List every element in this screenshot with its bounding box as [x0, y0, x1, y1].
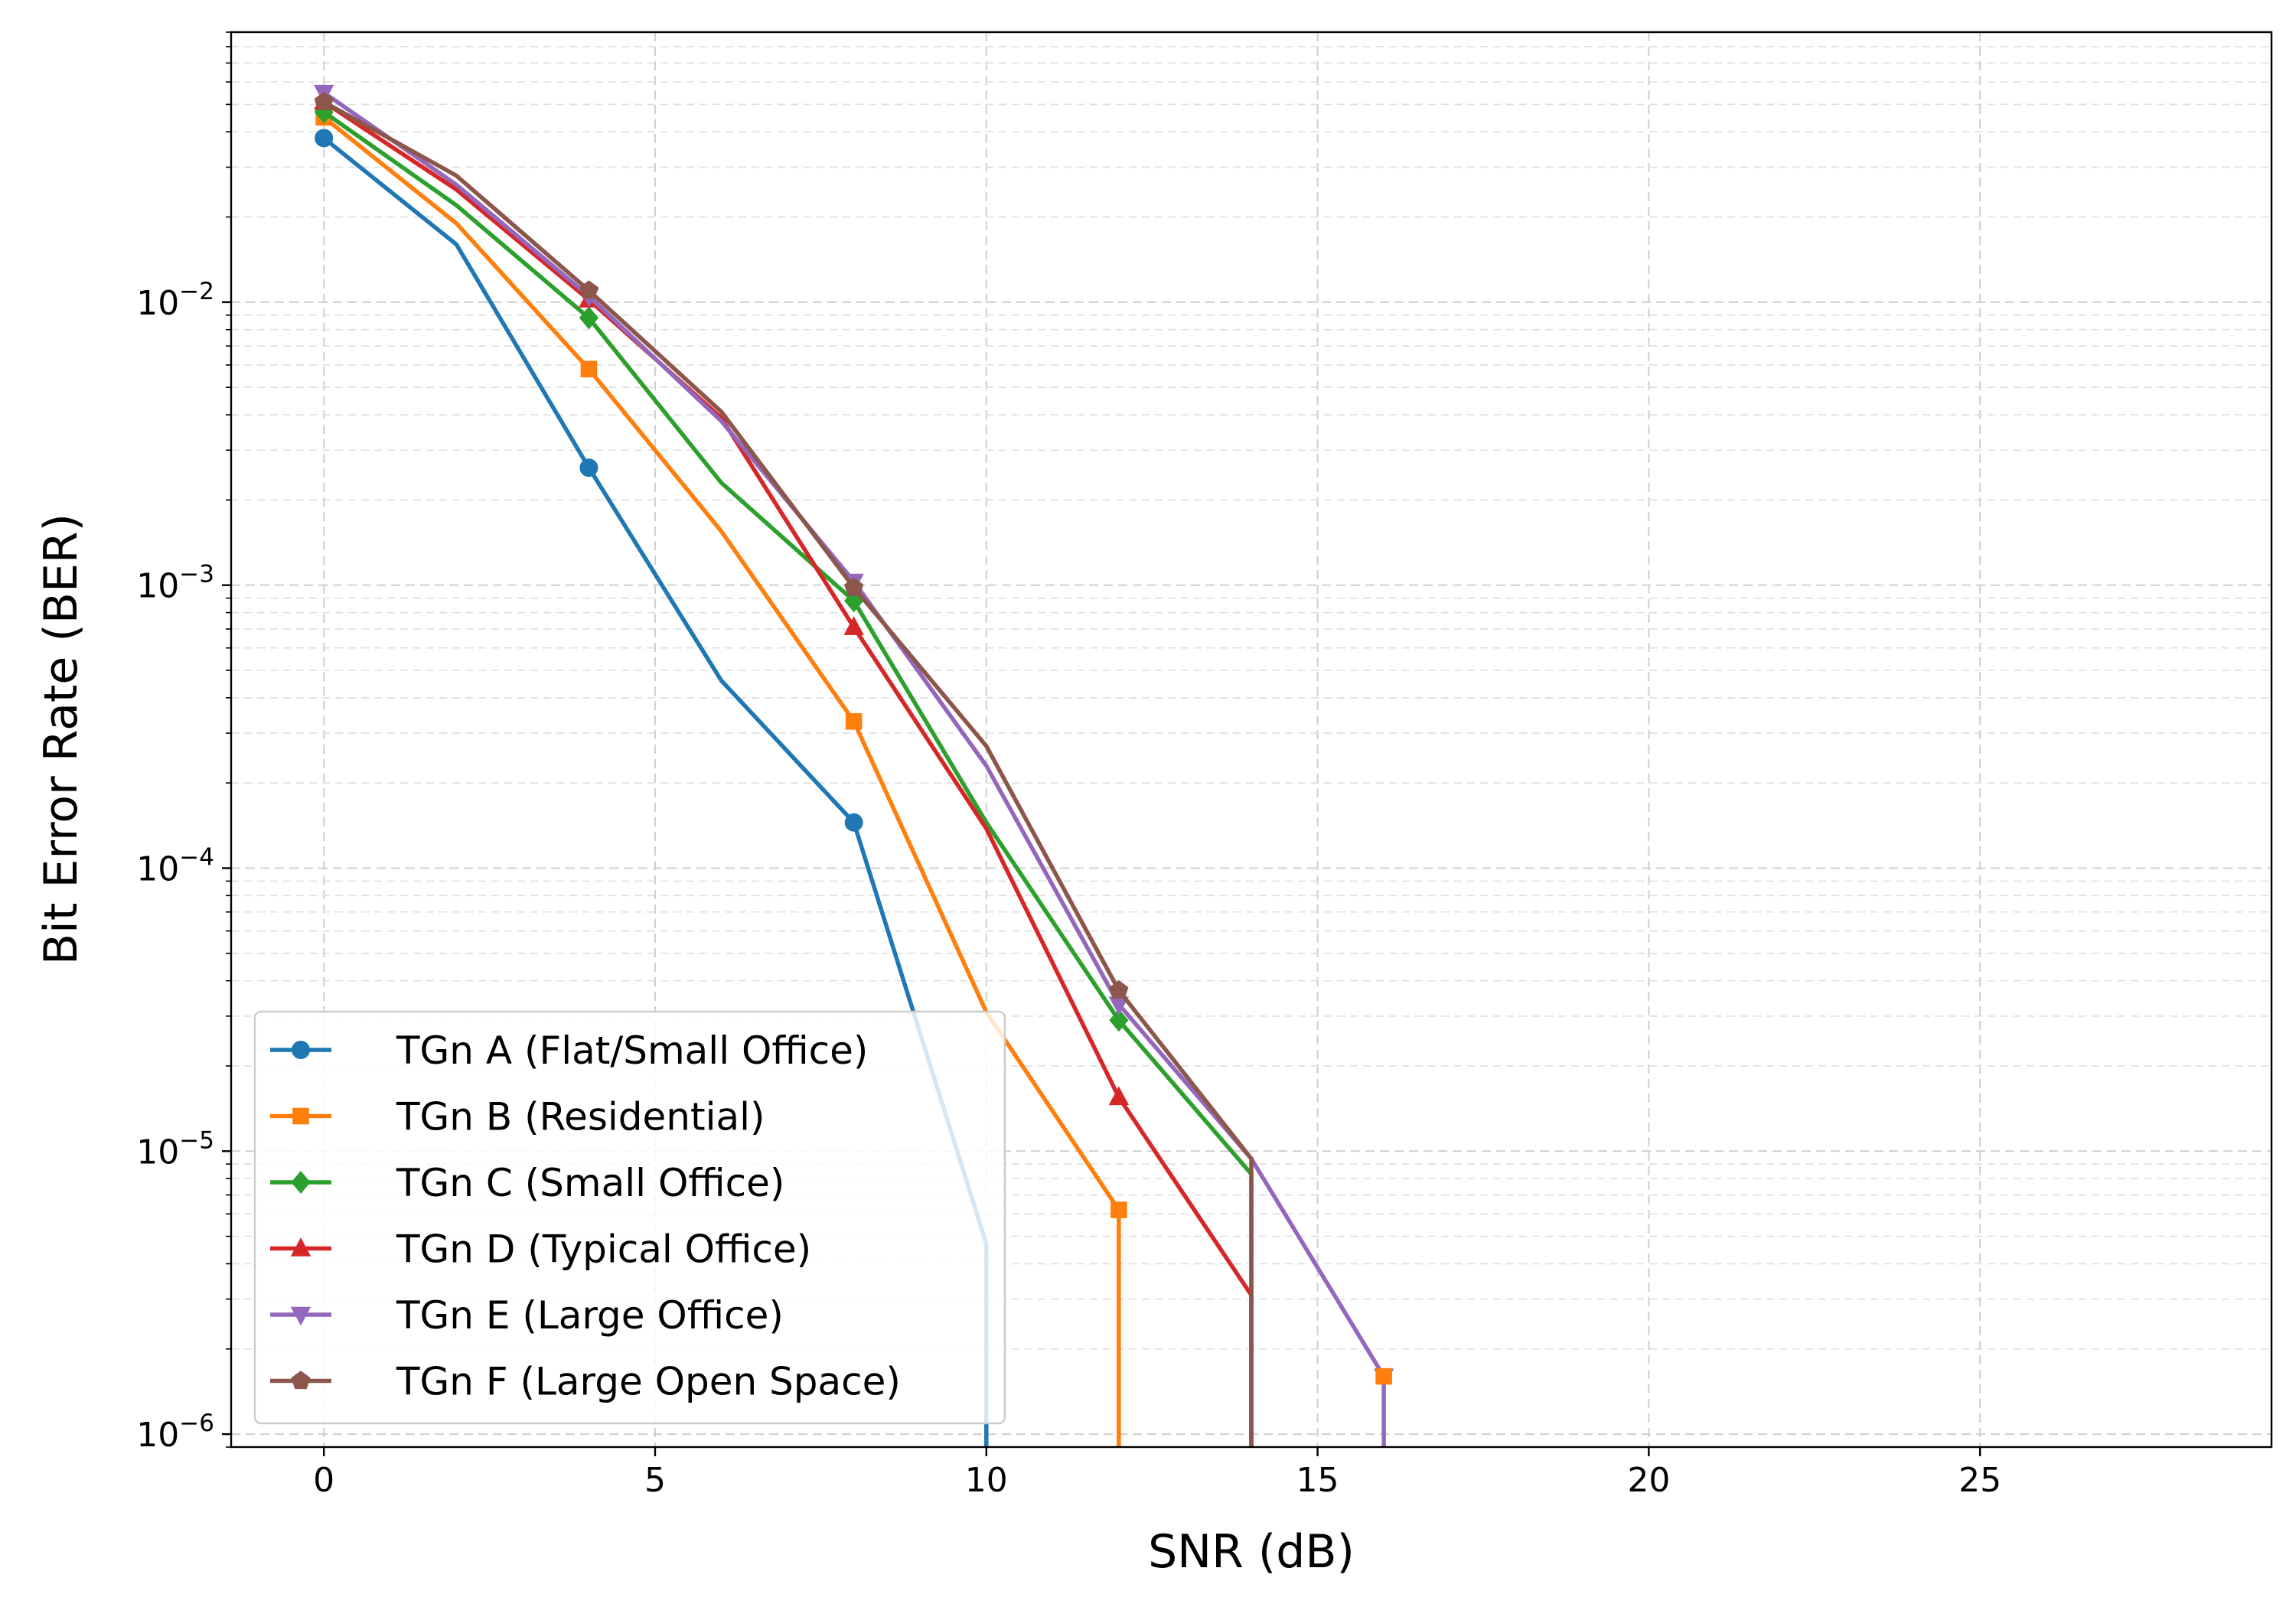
legend-label: TGn F (Large Open Space) [396, 1360, 901, 1404]
data-point [844, 577, 864, 596]
legend-marker [291, 1371, 311, 1390]
legend-entry: TGn A (Flat/Small Office) [270, 1028, 868, 1073]
data-point [1109, 1009, 1129, 1032]
legend-label: TGn D (Typical Office) [396, 1227, 811, 1272]
legend-label: TGn C (Small Office) [396, 1161, 784, 1205]
series-group [313, 84, 1394, 1447]
x-tick-label: 25 [1958, 1461, 2001, 1500]
legend-box [253, 1010, 1006, 1425]
plot-frame [230, 31, 2273, 1449]
legend-marker [291, 1171, 311, 1194]
data-point [845, 712, 863, 730]
annotation-marker [1375, 1367, 1392, 1385]
x-axis-label: SNR (dB) [1148, 1525, 1355, 1579]
data-point [580, 360, 598, 378]
legend-marker [292, 1041, 310, 1059]
legend-entry: TGn D (Typical Office) [270, 1227, 811, 1272]
x-tick-label: 0 [313, 1461, 334, 1500]
data-point [844, 813, 863, 832]
data-point [1110, 1201, 1127, 1218]
data-point [843, 616, 864, 635]
x-tick-label: 5 [644, 1461, 666, 1500]
series-f [314, 92, 1254, 1447]
legend-entry: TGn F (Large Open Space) [270, 1360, 901, 1404]
legend-marker [290, 1306, 311, 1326]
y-tick-label: 10−3 [136, 561, 214, 606]
y-tick-label: 10−5 [136, 1126, 214, 1172]
data-point [314, 92, 334, 110]
legend-label: TGn A (Flat/Small Office) [396, 1028, 868, 1073]
data-point [1108, 1086, 1130, 1106]
series-line [322, 90, 1386, 1447]
legend: TGn A (Flat/Small Office) TGn B (Resident… [253, 1010, 1006, 1425]
y-tick-label: 10−6 [136, 1410, 214, 1455]
data-point [1108, 996, 1130, 1015]
data-point [579, 280, 598, 299]
x-tick-label: 15 [1296, 1461, 1339, 1500]
data-point [315, 129, 334, 148]
legend-label: TGn B (Residential) [396, 1095, 765, 1139]
data-point [579, 306, 599, 330]
legend-marker [292, 1107, 309, 1125]
y-tick-label: 10−4 [136, 843, 214, 888]
y-tick-label: 10−2 [136, 278, 214, 323]
legend-marker [290, 1237, 311, 1257]
legend-entry: TGn C (Small Office) [270, 1161, 784, 1205]
y-axis-label: Bit Error Rate (BER) [34, 513, 88, 965]
x-tick-label: 10 [965, 1461, 1008, 1500]
legend-label: TGn E (Large Office) [396, 1293, 784, 1338]
series-line [322, 116, 1121, 1447]
data-point [1109, 980, 1129, 999]
ticks: 0 5 10 15 20 25 10−6 10−5 10−4 10−3 10−2 [136, 31, 2001, 1500]
legend-entry: TGn E (Large Office) [270, 1293, 784, 1338]
x-tick-label: 20 [1627, 1461, 1670, 1500]
legend-entry: TGn B (Residential) [270, 1095, 765, 1139]
data-point [579, 458, 598, 478]
